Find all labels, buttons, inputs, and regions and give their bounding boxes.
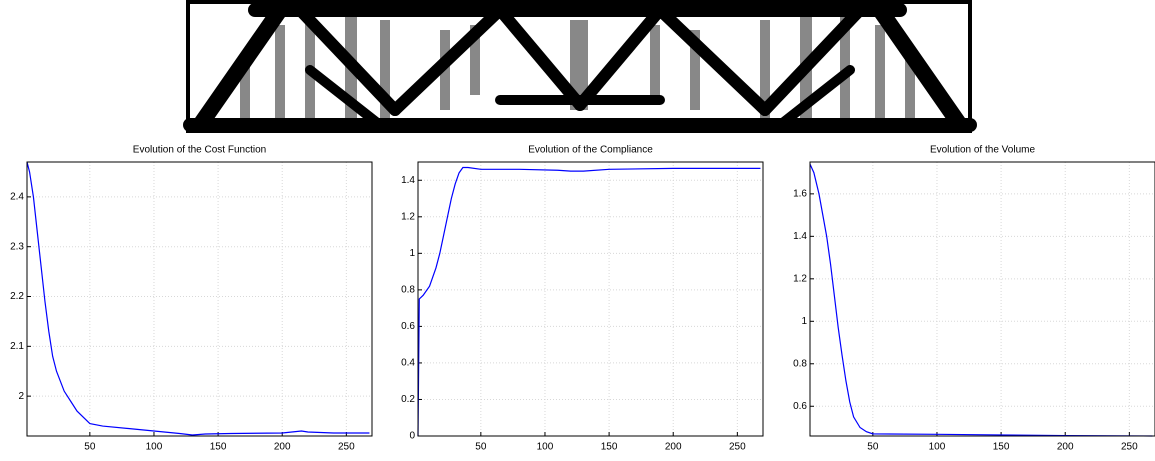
y-tick-label: 1.4 (793, 231, 807, 242)
y-tick-label: 1 (409, 248, 415, 259)
topology-image (188, 2, 970, 131)
y-tick-label: 2.3 (10, 241, 24, 252)
x-tick-label: 200 (274, 442, 291, 453)
y-tick-label: 0.8 (793, 358, 807, 369)
x-tick-label: 100 (929, 442, 946, 453)
x-tick-label: 50 (867, 442, 879, 453)
x-tick-label: 150 (601, 442, 618, 453)
chart-title: Evolution of the Volume (930, 145, 1036, 156)
y-tick-label: 0.4 (401, 358, 415, 369)
chart-title: Evolution of the Compliance (528, 145, 653, 156)
x-tick-label: 50 (475, 442, 487, 453)
y-tick-label: 2.4 (10, 192, 24, 203)
x-tick-label: 250 (338, 442, 355, 453)
y-tick-label: 0.8 (401, 285, 415, 296)
x-tick-label: 250 (1121, 442, 1138, 453)
x-tick-label: 150 (210, 442, 227, 453)
y-tick-label: 2.1 (10, 341, 24, 352)
y-tick-label: 1.6 (793, 189, 807, 200)
y-tick-label: 1.4 (401, 175, 415, 186)
y-tick-label: 2 (18, 391, 24, 402)
plot-area (810, 162, 1155, 436)
x-tick-label: 150 (993, 442, 1010, 453)
plot-area (27, 162, 372, 436)
x-tick-label: 200 (665, 442, 682, 453)
x-tick-label: 100 (537, 442, 554, 453)
y-tick-label: 2.2 (10, 291, 24, 302)
y-tick-label: 1 (801, 316, 807, 327)
chart-title: Evolution of the Cost Function (133, 145, 266, 156)
y-tick-label: 1.2 (793, 273, 807, 284)
x-tick-label: 250 (729, 442, 746, 453)
x-tick-label: 200 (1057, 442, 1074, 453)
x-tick-label: 100 (146, 442, 163, 453)
y-tick-label: 0.6 (793, 401, 807, 412)
y-tick-label: 0.2 (401, 394, 415, 405)
figure: Evolution of the Cost Function5010015020… (0, 0, 1155, 456)
y-tick-label: 0 (409, 431, 415, 442)
y-tick-label: 0.6 (401, 321, 415, 332)
x-tick-label: 50 (84, 442, 96, 453)
plot-area (418, 162, 763, 436)
y-tick-label: 1.2 (401, 211, 415, 222)
